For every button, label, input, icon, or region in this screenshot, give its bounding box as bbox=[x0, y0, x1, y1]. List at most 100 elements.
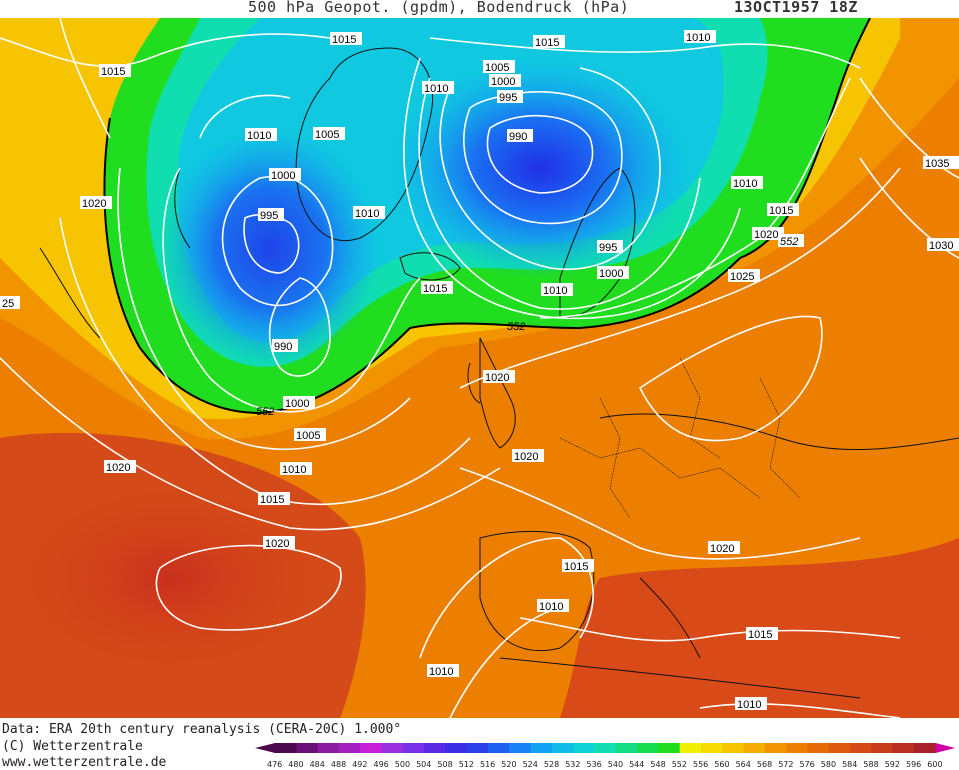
legend-tick-label: 548 bbox=[650, 760, 665, 769]
svg-text:1015: 1015 bbox=[101, 66, 125, 78]
svg-text:1010: 1010 bbox=[355, 208, 379, 220]
legend-tick-label: 524 bbox=[523, 760, 538, 769]
legend-swatch bbox=[402, 743, 425, 753]
italy-coast bbox=[639, 577, 701, 659]
legend-swatch bbox=[871, 743, 894, 753]
isobar-1035 bbox=[859, 77, 959, 179]
legend-swatch bbox=[764, 743, 787, 753]
legend-swatch bbox=[807, 743, 830, 753]
isobar-1020-east bbox=[459, 167, 901, 389]
isobar-1005-east bbox=[418, 77, 701, 310]
isobar-1015-med bbox=[519, 617, 901, 642]
isobar-1010-iberia bbox=[449, 607, 561, 718]
isobar-1010-africa bbox=[699, 703, 901, 718]
svg-text:1020: 1020 bbox=[265, 538, 289, 550]
central-europe-coast bbox=[599, 413, 959, 451]
svg-text:552: 552 bbox=[780, 236, 798, 248]
legend-tick-label: 568 bbox=[757, 760, 772, 769]
legend-swatch bbox=[637, 743, 659, 753]
isobar-1010-west bbox=[117, 167, 411, 451]
legend-tick-label: 520 bbox=[501, 760, 516, 769]
isobar-1030 bbox=[859, 157, 959, 259]
legend-swatch bbox=[786, 743, 808, 753]
svg-text:1010: 1010 bbox=[686, 32, 710, 44]
legend-swatch bbox=[722, 743, 745, 753]
svg-text:1020: 1020 bbox=[514, 451, 538, 463]
svg-text:1000: 1000 bbox=[599, 268, 623, 280]
svg-text:1005: 1005 bbox=[296, 430, 320, 442]
labrador-coast bbox=[39, 247, 101, 339]
map-datetime: 13OCT1957 18Z bbox=[734, 0, 858, 16]
svg-text:1010: 1010 bbox=[539, 601, 563, 613]
svg-text:1015: 1015 bbox=[748, 629, 772, 641]
legend-tick-label: 516 bbox=[480, 760, 495, 769]
legend-swatch bbox=[594, 743, 617, 753]
svg-text:1015: 1015 bbox=[332, 34, 356, 46]
isobar-1020-central bbox=[459, 467, 861, 560]
legend-swatch bbox=[828, 743, 851, 753]
svg-text:1010: 1010 bbox=[543, 285, 567, 297]
legend-tick-label: 480 bbox=[288, 760, 303, 769]
legend-swatch bbox=[466, 743, 489, 753]
legend-tick-label: 600 bbox=[927, 760, 942, 769]
svg-text:995: 995 bbox=[499, 92, 517, 104]
svg-text:1005: 1005 bbox=[485, 62, 509, 74]
legend-tick-label: 576 bbox=[800, 760, 815, 769]
legend-swatch bbox=[658, 743, 681, 753]
svg-text:1020: 1020 bbox=[710, 543, 734, 555]
legend-arrow-left bbox=[255, 743, 275, 753]
legend-tick-label: 528 bbox=[544, 760, 559, 769]
svg-text:995: 995 bbox=[260, 210, 278, 222]
legend-swatch bbox=[381, 743, 404, 753]
legend-swatch bbox=[573, 743, 595, 753]
legend-swatch bbox=[424, 743, 446, 753]
svg-text:1015: 1015 bbox=[535, 37, 559, 49]
legend-tick-label: 492 bbox=[352, 760, 367, 769]
legend-tick-label: 532 bbox=[565, 760, 580, 769]
legend-tick-label: 504 bbox=[416, 760, 431, 769]
svg-text:1010: 1010 bbox=[247, 130, 271, 142]
isobar-1000-east bbox=[439, 67, 661, 271]
isobar-1010-a bbox=[199, 94, 291, 139]
baffin-coast bbox=[174, 167, 191, 249]
isobar-1015-iberia bbox=[419, 537, 594, 659]
svg-text:1000: 1000 bbox=[285, 398, 309, 410]
legend-tick-label: 560 bbox=[714, 760, 729, 769]
legend-swatch bbox=[679, 743, 702, 753]
map-footer: Data: ERA 20th century reanalysis (CERA-… bbox=[0, 720, 959, 770]
legend-tick-label: 544 bbox=[629, 760, 644, 769]
legend-tick-label: 592 bbox=[885, 760, 900, 769]
britain-coast bbox=[479, 337, 516, 449]
legend-swatch bbox=[360, 743, 382, 753]
legend-swatch bbox=[743, 743, 766, 753]
legend-tick-label: 508 bbox=[437, 760, 452, 769]
low-core-west bbox=[160, 128, 380, 368]
high-core-sw bbox=[0, 468, 350, 688]
legend-swatch bbox=[338, 743, 361, 753]
legend-swatch bbox=[615, 743, 638, 753]
legend-tick-label: 512 bbox=[459, 760, 474, 769]
legend-swatch bbox=[701, 743, 723, 753]
copyright-note: (C) Wetterzentrale bbox=[2, 739, 143, 754]
svg-text:1010: 1010 bbox=[424, 83, 448, 95]
legend-swatch bbox=[275, 743, 297, 753]
isobar-990-east bbox=[486, 114, 594, 194]
legend-swatch bbox=[914, 743, 936, 753]
website-url: www.wetterzentrale.de bbox=[2, 755, 167, 770]
legend-arrow-right bbox=[935, 743, 956, 753]
isobar-1025-east bbox=[638, 315, 823, 442]
svg-text:1010: 1010 bbox=[737, 699, 761, 711]
legend-tick-label: 488 bbox=[331, 760, 346, 769]
country-borders bbox=[559, 357, 801, 519]
legend-swatch bbox=[296, 743, 319, 753]
legend-tick-label: 500 bbox=[395, 760, 410, 769]
legend-tick-label: 496 bbox=[374, 760, 389, 769]
legend-tick-label: 584 bbox=[842, 760, 857, 769]
legend-swatch bbox=[551, 743, 574, 753]
svg-text:1035: 1035 bbox=[925, 158, 949, 170]
scandinavia-coast bbox=[559, 167, 636, 319]
isobar-1020-high-sw bbox=[155, 544, 342, 631]
svg-text:995: 995 bbox=[599, 242, 617, 254]
svg-text:1015: 1015 bbox=[769, 205, 793, 217]
legend-swatch bbox=[850, 743, 872, 753]
